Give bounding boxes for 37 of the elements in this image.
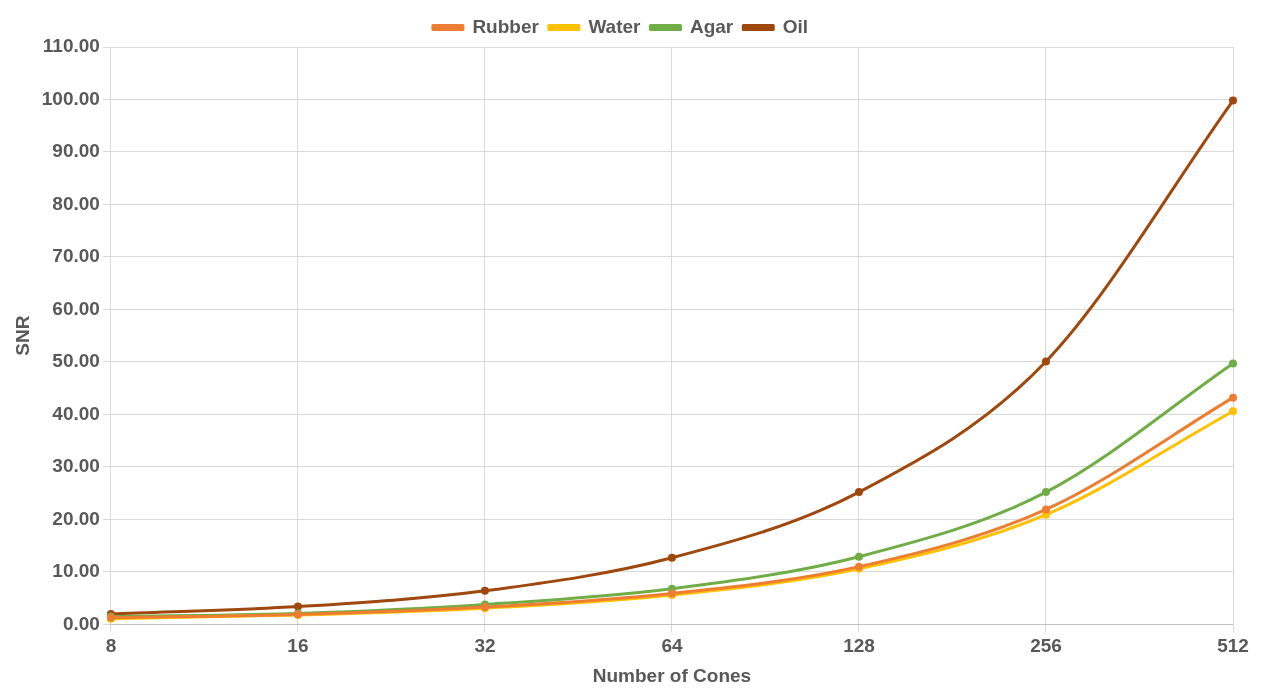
point <box>854 488 863 497</box>
x-tick-label: 256 <box>1030 635 1062 657</box>
point <box>1041 357 1050 366</box>
legend-label: Oil <box>782 15 809 37</box>
y-tick-label: 20.00 <box>52 507 100 529</box>
point <box>1041 488 1050 497</box>
point <box>667 553 676 562</box>
y-tick-label: 0.00 <box>62 612 100 634</box>
x-axis-title: Number of Cones <box>592 664 752 686</box>
y-tick-label: 80.00 <box>52 192 100 214</box>
x-tick-label: 512 <box>1217 635 1249 657</box>
y-tick-label: 40.00 <box>52 402 100 424</box>
point <box>480 586 489 595</box>
point <box>1041 505 1050 514</box>
x-tick-label: 128 <box>843 635 875 657</box>
point <box>1229 393 1237 402</box>
y-axis-title: SNR <box>11 315 33 356</box>
y-tick-label: 30.00 <box>52 455 100 477</box>
y-tick-label: 70.00 <box>52 245 100 267</box>
x-tick-label: 64 <box>661 635 683 657</box>
x-tick-label: 16 <box>287 635 309 657</box>
point <box>1229 407 1237 416</box>
point <box>854 552 863 561</box>
y-tick-label: 50.00 <box>52 350 100 372</box>
x-tick-label: 8 <box>105 635 117 657</box>
legend-label: Water <box>588 15 642 37</box>
y-tick-label: 110.00 <box>42 35 100 57</box>
point <box>293 602 302 611</box>
x-tick-label: 32 <box>474 635 496 657</box>
y-tick-label: 10.00 <box>52 560 100 582</box>
point <box>1229 96 1237 105</box>
y-tick-label: 90.00 <box>52 140 100 162</box>
y-tick-label: 60.00 <box>52 297 100 319</box>
legend-label: Agar <box>689 15 734 37</box>
y-tick-label: 100.00 <box>41 87 100 109</box>
point <box>1229 359 1237 368</box>
legend-label: Rubber <box>472 15 540 37</box>
